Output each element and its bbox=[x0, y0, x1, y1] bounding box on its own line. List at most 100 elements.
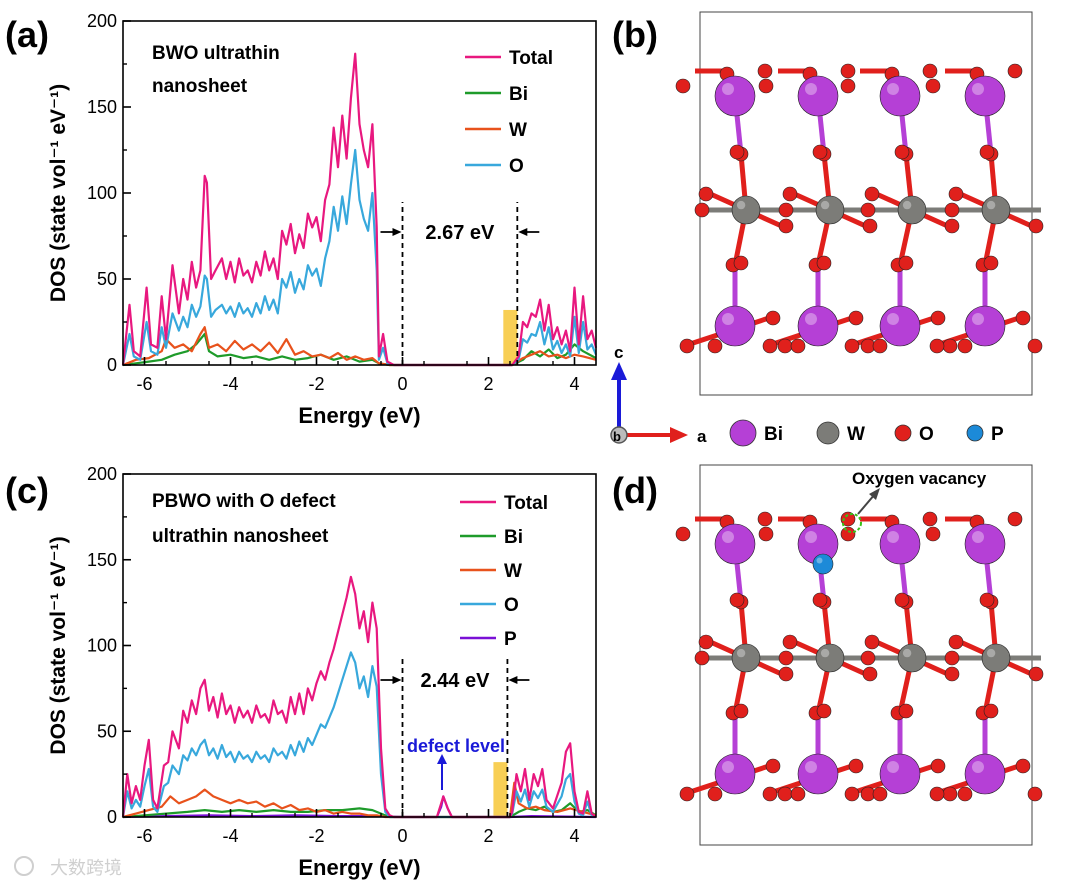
oxygen-atom bbox=[1007, 63, 1023, 79]
oxygen-atom bbox=[1027, 338, 1043, 354]
oxygen-atom bbox=[848, 310, 864, 326]
panel-c-title-line2: ultrathin nanosheet bbox=[152, 526, 329, 547]
atom-highlight bbox=[805, 83, 817, 95]
oxygen-atom bbox=[862, 218, 878, 234]
dos-chart-c: -6 -4 -2 0 2 4 0 50 100 150 200 Energy (eV) DOS (sta… bbox=[47, 464, 597, 880]
atom-highlight bbox=[972, 313, 984, 325]
legend-label-o: O bbox=[504, 595, 519, 616]
c-axis-label: c bbox=[614, 343, 623, 362]
series-line-total bbox=[121, 52, 598, 367]
oxygen-atom bbox=[758, 526, 774, 542]
oxygen-atom bbox=[778, 666, 794, 682]
tungsten-atom bbox=[815, 195, 845, 225]
oxygen-atom bbox=[894, 144, 910, 160]
tungsten-atom bbox=[897, 195, 927, 225]
crystal-axes: c a b bbox=[610, 343, 707, 446]
oxygen-atom bbox=[694, 650, 710, 666]
vacancy-marker bbox=[842, 513, 862, 533]
atom-highlight bbox=[736, 648, 746, 658]
tungsten-atom bbox=[981, 195, 1011, 225]
oxygen-atom bbox=[729, 144, 745, 160]
phosphorus-atom bbox=[812, 553, 834, 575]
gap-arrow-left-head bbox=[392, 228, 402, 236]
atom-legend: Bi W O P bbox=[729, 419, 1004, 447]
bismuth-atom bbox=[879, 75, 921, 117]
bandgap-highlight bbox=[503, 309, 518, 365]
oxygen-atom bbox=[782, 634, 798, 650]
oxygen-vacancy-label: Oxygen vacancy bbox=[852, 469, 987, 488]
atom-highlight bbox=[820, 648, 830, 658]
oxygen-atom bbox=[679, 338, 695, 354]
oxygen-atom bbox=[860, 202, 876, 218]
oxygen-atom bbox=[1028, 666, 1044, 682]
oxygen-atom bbox=[790, 338, 806, 354]
atom-highlight bbox=[805, 313, 817, 325]
series-line-w bbox=[122, 781, 597, 819]
bandgap-highlight bbox=[493, 762, 508, 817]
atom-highlight bbox=[986, 200, 996, 210]
gap-arrow-right-head bbox=[508, 676, 518, 684]
oxygen-atom bbox=[1028, 218, 1044, 234]
series-line-o bbox=[121, 148, 598, 367]
x-tick-label: 0 bbox=[397, 374, 407, 394]
series-line-o bbox=[121, 651, 597, 819]
x-tick-label: -2 bbox=[308, 826, 324, 846]
atom-highlight bbox=[902, 648, 912, 658]
atom-legend-label-p: P bbox=[991, 424, 1004, 445]
oxygen-atom bbox=[925, 78, 941, 94]
legend-a: Total Bi WO bbox=[465, 48, 553, 177]
oxygen-atom bbox=[944, 218, 960, 234]
atom-highlight bbox=[820, 200, 830, 210]
atom-legend-label-w: W bbox=[847, 424, 865, 445]
x-tick-label: -2 bbox=[308, 374, 324, 394]
y-tick-label: 100 bbox=[87, 183, 117, 203]
legend-label-bi: Bi bbox=[509, 84, 528, 105]
bismuth-atom bbox=[797, 753, 839, 795]
bismuth-atom bbox=[797, 305, 839, 347]
a-axis-label: a bbox=[697, 427, 707, 446]
oxygen-atom bbox=[1015, 310, 1031, 326]
x-axis-label: Energy (eV) bbox=[298, 855, 420, 880]
oxygen-atom bbox=[864, 186, 880, 202]
oxygen-atom bbox=[812, 144, 828, 160]
x-axis-label: Energy (eV) bbox=[298, 403, 420, 428]
oxygen-atom bbox=[929, 786, 945, 802]
legend-label-total: Total bbox=[509, 48, 553, 69]
panel-a-label: (a) bbox=[5, 14, 49, 55]
oxygen-atom bbox=[942, 338, 958, 354]
panel-d-label: (d) bbox=[612, 470, 658, 511]
panel-a-title-line1: BWO ultrathin bbox=[152, 43, 280, 64]
oxygen-atom bbox=[1027, 786, 1043, 802]
oxygen-atom bbox=[840, 511, 856, 527]
atom-highlight bbox=[722, 83, 734, 95]
oxygen-atom bbox=[929, 338, 945, 354]
oxygen-atom bbox=[844, 786, 860, 802]
x-tick-label: -4 bbox=[222, 374, 238, 394]
oxygen-atom bbox=[698, 186, 714, 202]
series-line-bi bbox=[122, 332, 597, 367]
oxygen-atom bbox=[1007, 511, 1023, 527]
bandgap-value: 2.67 eV bbox=[425, 222, 495, 244]
oxygen-atom bbox=[944, 202, 960, 218]
oxygen-atom bbox=[777, 786, 793, 802]
atom-highlight bbox=[736, 200, 746, 210]
bismuth-atom bbox=[797, 75, 839, 117]
tungsten-atom bbox=[981, 643, 1011, 673]
oxygen-atom bbox=[679, 786, 695, 802]
oxygen-atom bbox=[942, 786, 958, 802]
oxygen-atom bbox=[948, 634, 964, 650]
oxygen-atom bbox=[757, 511, 773, 527]
oxygen-atom bbox=[698, 634, 714, 650]
oxygen-atom bbox=[694, 202, 710, 218]
oxygen-atom bbox=[762, 338, 778, 354]
x-tick-label: 0 bbox=[397, 826, 407, 846]
oxygen-atom bbox=[944, 666, 960, 682]
gap-arrow-right-head bbox=[518, 228, 528, 236]
oxygen-atom bbox=[930, 310, 946, 326]
panel-a-title-line2: nanosheet bbox=[152, 76, 248, 97]
oxygen-atom bbox=[840, 63, 856, 79]
legend-label-bi: Bi bbox=[504, 527, 523, 548]
panel-b-label: (b) bbox=[612, 14, 658, 55]
oxygen-atom bbox=[778, 202, 794, 218]
vacancy-arrow bbox=[857, 493, 876, 515]
